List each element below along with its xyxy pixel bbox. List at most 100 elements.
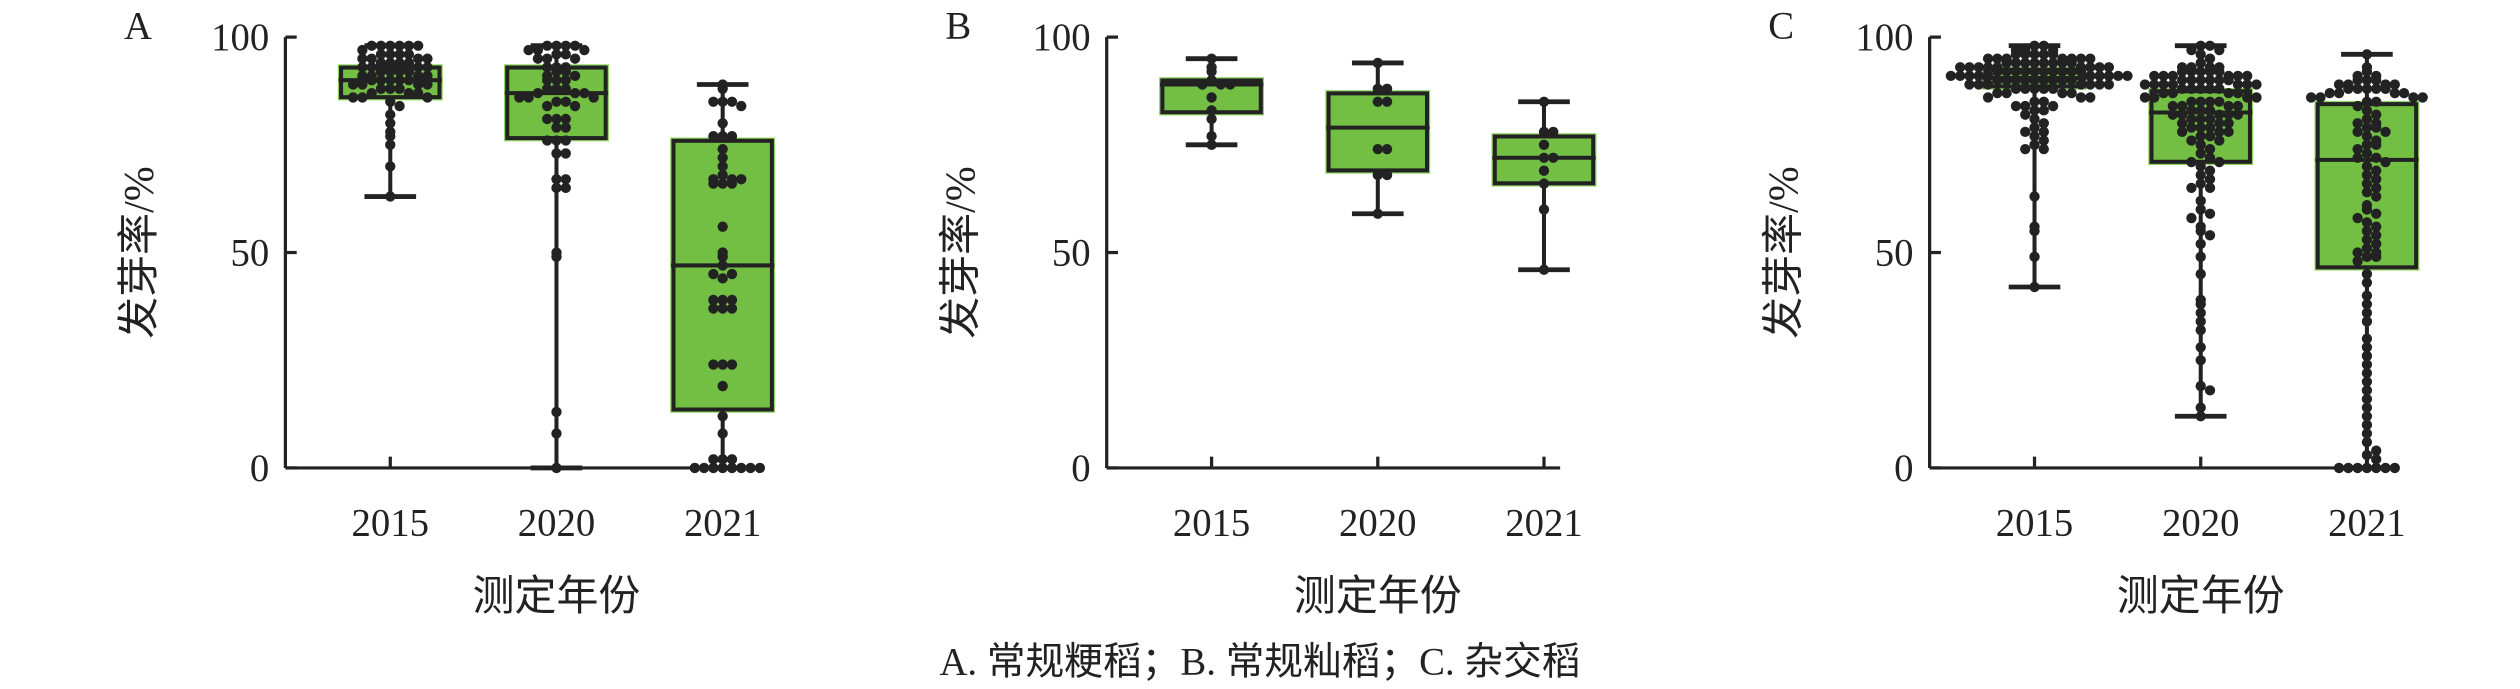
data-point [2038,57,2049,69]
data-point [2214,135,2225,146]
x-tick-label: 2020 [2162,502,2239,545]
data-point [2094,79,2105,90]
data-point [2139,79,2151,90]
data-point [2186,105,2197,116]
data-point [717,83,728,94]
data-point [754,462,766,474]
data-point [2214,83,2225,94]
data-point [2085,92,2096,103]
data-point [347,92,359,103]
data-point [551,96,562,107]
data-point [375,75,387,86]
data-point [2232,70,2244,82]
data-point [394,83,405,94]
data-point [2020,143,2031,155]
data-point [2361,169,2373,181]
data-point [2204,131,2216,142]
data-point [2361,419,2373,431]
data-point [2149,79,2160,90]
data-point [2232,109,2244,120]
data-point [1372,96,1383,107]
data-point [532,53,544,64]
data-point [698,462,710,474]
data-point [708,178,719,189]
data-point [412,53,424,64]
data-point [2371,462,2382,474]
data-point [717,303,728,314]
data-point [2195,75,2206,86]
data-point [1548,152,1559,163]
data-point [560,182,571,194]
y-axis-label: 发芽率/% [116,166,163,338]
data-point [403,75,415,86]
data-point [2204,96,2216,107]
data-point [412,40,424,51]
data-point [1538,165,1550,176]
data-point [347,79,359,90]
data-point [1964,70,1975,82]
data-point [394,66,405,77]
data-point [708,454,719,465]
data-point [2417,92,2428,103]
data-point [523,92,534,103]
data-point [375,49,387,60]
data-point [2085,53,2096,64]
data-point [1381,96,1393,107]
data-point [385,96,396,107]
data-point [2214,109,2225,120]
data-point [2038,83,2049,94]
data-point [2214,96,2225,107]
data-point [2214,44,2225,56]
data-point [2195,161,2206,172]
data-point [385,131,396,142]
data-point [1372,169,1383,181]
data-point [1206,75,1217,86]
data-point [2232,87,2244,99]
data-point [1197,79,1208,90]
data-point [2195,411,2206,422]
data-point [2066,57,2077,69]
data-point [2195,268,2206,280]
data-point [560,96,571,107]
y-tick-label: 50 [1052,231,1091,274]
data-point [2158,87,2169,99]
data-point [2333,79,2345,90]
data-point [375,66,387,77]
data-point [2251,92,2262,103]
data-point [717,411,728,422]
data-point [2195,238,2206,250]
data-point [394,40,405,51]
data-point [385,75,396,86]
data-point [1964,62,1975,73]
data-point [2361,316,2373,327]
data-point [2057,75,2068,86]
data-point [2315,92,2326,103]
data-point [2057,57,2068,69]
data-point [2085,70,2096,82]
data-point [2195,131,2206,142]
data-point [2371,230,2382,241]
data-point [726,178,738,189]
data-point [2333,87,2345,99]
data-point [2038,135,2049,146]
data-point [1206,105,1217,116]
data-point [717,152,728,163]
data-point [2324,87,2335,99]
data-point [366,87,377,99]
data-point [1992,75,2003,86]
data-point [542,75,553,86]
data-point [2305,92,2317,103]
data-point [2029,113,2040,125]
data-point [2371,221,2382,232]
data-point [1381,83,1393,94]
data-point [708,462,719,474]
data-point [2352,118,2363,129]
data-point [2352,462,2363,474]
data-point [2010,83,2022,94]
data-point [1538,264,1550,275]
y-axis-label: 发芽率/% [1760,166,1807,338]
panel-B: 0 50 100 B 发芽率/% 测定年份 2015 2020 2021 [937,5,1597,620]
data-point [717,131,728,142]
data-point [2047,49,2059,60]
data-point [2186,44,2197,56]
